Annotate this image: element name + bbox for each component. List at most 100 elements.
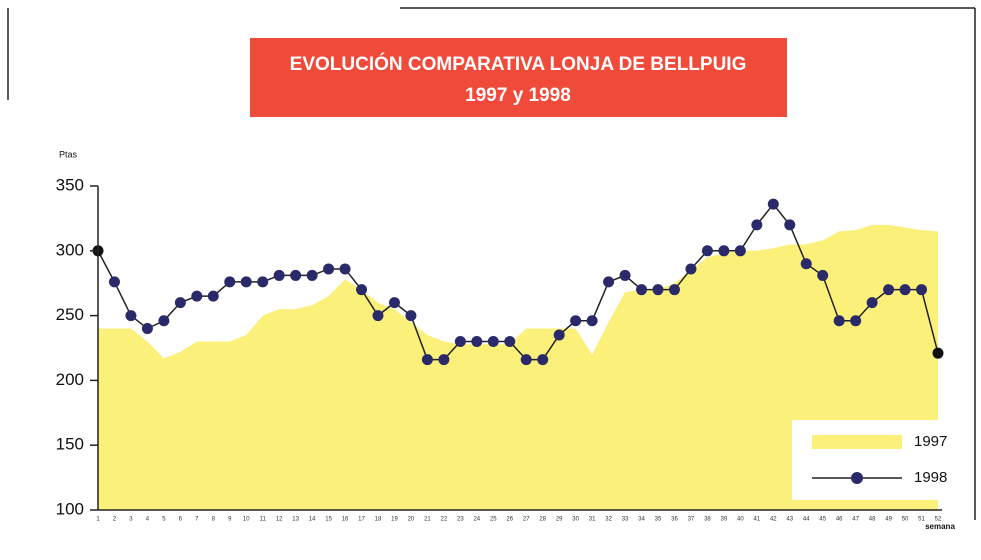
legend-label: 1998 bbox=[914, 469, 947, 486]
point bbox=[207, 290, 219, 302]
point bbox=[405, 310, 417, 322]
x-tick-label: 6 bbox=[179, 517, 183, 523]
point bbox=[306, 269, 318, 281]
point bbox=[257, 276, 269, 288]
point bbox=[916, 284, 928, 296]
x-tick-label: 24 bbox=[473, 517, 480, 523]
x-tick-label: 11 bbox=[260, 517, 267, 523]
x-tick-label: 18 bbox=[375, 517, 382, 523]
point bbox=[487, 336, 499, 348]
point bbox=[454, 336, 466, 348]
x-tick-label: 23 bbox=[457, 517, 464, 523]
x-tick-label: 20 bbox=[408, 517, 415, 523]
x-tick-label: 41 bbox=[753, 517, 760, 523]
point bbox=[504, 336, 516, 348]
x-tick-label: 33 bbox=[622, 517, 629, 523]
x-tick-label: 13 bbox=[292, 517, 299, 523]
point bbox=[438, 354, 450, 366]
point bbox=[833, 315, 845, 327]
x-tick-label: 5 bbox=[162, 517, 166, 523]
x-tick-label: 39 bbox=[721, 517, 728, 523]
point bbox=[586, 315, 598, 327]
x-tick-label: 9 bbox=[228, 517, 232, 523]
point bbox=[734, 245, 746, 257]
chart-subtitle: 1997 y 1998 bbox=[465, 85, 571, 106]
x-tick-label: 22 bbox=[441, 517, 448, 523]
point bbox=[784, 219, 796, 231]
y-tick-label: 300 bbox=[56, 240, 84, 259]
x-tick-label: 47 bbox=[852, 517, 859, 523]
point bbox=[240, 276, 252, 288]
x-tick-label: 7 bbox=[195, 517, 199, 523]
x-tick-label: 10 bbox=[243, 517, 250, 523]
y-tick-label: 350 bbox=[56, 175, 84, 194]
point bbox=[817, 269, 829, 281]
point bbox=[932, 347, 944, 359]
x-tick-label: 16 bbox=[342, 517, 349, 523]
point bbox=[570, 315, 582, 327]
point bbox=[603, 276, 615, 288]
point bbox=[850, 315, 862, 327]
x-tick-label: 25 bbox=[490, 517, 497, 523]
point bbox=[866, 297, 878, 309]
title-box bbox=[250, 38, 787, 117]
point bbox=[471, 336, 483, 348]
x-tick-label: 43 bbox=[786, 517, 793, 523]
x-tick-label: 8 bbox=[212, 517, 216, 523]
point bbox=[619, 269, 631, 281]
x-tick-label: 26 bbox=[506, 517, 513, 523]
x-tick-label: 42 bbox=[770, 517, 777, 523]
point bbox=[141, 323, 153, 335]
x-tick-label: 3 bbox=[129, 517, 133, 523]
point bbox=[191, 290, 203, 302]
x-tick-label: 46 bbox=[836, 517, 843, 523]
point bbox=[339, 263, 351, 275]
x-tick-label: 36 bbox=[671, 517, 678, 523]
point bbox=[158, 315, 170, 327]
area-1997 bbox=[98, 224, 938, 510]
x-tick-label: 49 bbox=[885, 517, 892, 523]
line-1998 bbox=[97, 202, 939, 361]
point bbox=[388, 297, 400, 309]
point bbox=[421, 354, 433, 366]
legend-box bbox=[792, 420, 972, 500]
x-tick-label: 2 bbox=[113, 517, 117, 523]
x-tick-label: 31 bbox=[589, 517, 596, 523]
point bbox=[718, 245, 730, 257]
x-tick-label: 12 bbox=[276, 517, 283, 523]
x-tick-label: 29 bbox=[556, 517, 563, 523]
y-tick-label: 250 bbox=[56, 305, 84, 324]
x-tick-label: 34 bbox=[638, 517, 645, 523]
x-axis-label: semana bbox=[925, 522, 955, 531]
x-tick-label: 37 bbox=[688, 517, 695, 523]
chart-title: EVOLUCIÓN COMPARATIVA LONJA DE BELLPUIG bbox=[290, 53, 747, 75]
x-tick-label: 51 bbox=[918, 517, 925, 523]
y-tick-label: 150 bbox=[56, 435, 84, 454]
x-tick-label: 32 bbox=[605, 517, 612, 523]
point bbox=[520, 354, 532, 366]
x-tick-label: 4 bbox=[146, 517, 150, 523]
x-tick-label: 1 bbox=[96, 517, 100, 523]
x-tick-label: 17 bbox=[358, 517, 365, 523]
point bbox=[685, 263, 697, 275]
point bbox=[290, 269, 302, 281]
point bbox=[273, 269, 285, 281]
y-tick-label: 100 bbox=[56, 499, 84, 518]
point bbox=[800, 258, 812, 270]
legend-label: 1997 bbox=[914, 433, 947, 450]
point bbox=[899, 284, 911, 296]
point bbox=[224, 276, 236, 288]
point bbox=[372, 310, 384, 322]
legend-point bbox=[851, 472, 863, 484]
x-tick-label: 19 bbox=[391, 517, 398, 523]
point bbox=[356, 284, 368, 296]
point bbox=[652, 284, 664, 296]
y-tick-label: 200 bbox=[56, 370, 84, 389]
legend-swatch bbox=[812, 435, 902, 449]
y-axis-label: Ptas bbox=[59, 149, 78, 159]
point bbox=[636, 284, 648, 296]
point bbox=[751, 219, 763, 231]
x-tick-label: 38 bbox=[704, 517, 711, 523]
